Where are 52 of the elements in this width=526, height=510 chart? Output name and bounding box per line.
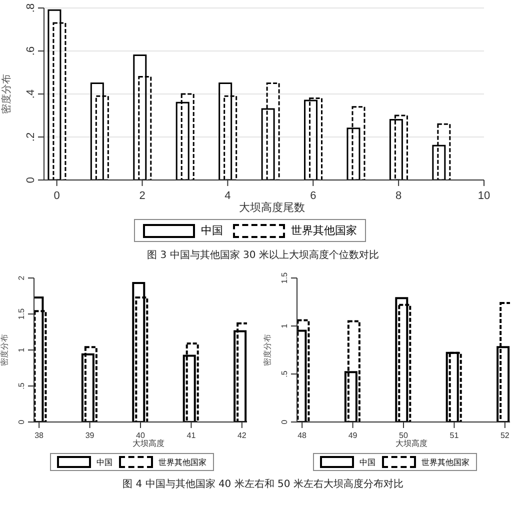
x-tick-label: 10 xyxy=(478,190,490,202)
bar xyxy=(347,320,360,422)
x-tick-label: 52 xyxy=(500,431,510,440)
x-axis-title: 大坝高度 xyxy=(132,439,164,448)
x-axis-title: 大坝高度 xyxy=(396,439,428,448)
bar xyxy=(446,352,459,422)
x-tick-label: 51 xyxy=(450,431,460,440)
y-tick-label: 0 xyxy=(280,419,289,424)
x-tick-label: 39 xyxy=(85,431,95,440)
caption: 图 4 中国与其他国家 40 米左右和 50 米左右大坝高度分布对比 xyxy=(122,478,404,491)
bar xyxy=(448,352,462,422)
legend-label: 中国 xyxy=(360,456,376,468)
x-tick-label: 8 xyxy=(396,190,402,202)
y-tick-label: 0 xyxy=(25,176,37,184)
y-tick-label: 1 xyxy=(280,323,289,328)
y-tick-label: 1.5 xyxy=(280,272,289,284)
y-axis-title: 密度分布 xyxy=(262,334,272,366)
bar xyxy=(395,297,408,422)
legend-label: 中国 xyxy=(201,224,223,238)
x-tick-label: 0 xyxy=(54,190,60,202)
x-tick-label: 40 xyxy=(136,431,146,440)
caption: 图 3 中国与其他国家 30 米以上大坝高度个位数对比 xyxy=(146,248,380,262)
y-tick-label: .4 xyxy=(25,89,37,99)
y-axis-title: 密度分布 xyxy=(0,334,9,366)
legend-label: 世界其他国家 xyxy=(158,456,206,468)
bar xyxy=(186,342,199,422)
x-tick-label: 2 xyxy=(139,190,146,202)
x-axis-title: 大坝高度尾数 xyxy=(239,202,305,214)
legend-label: 世界其他国家 xyxy=(422,456,470,468)
y-axis-title: 密度分布 xyxy=(0,74,13,114)
y-tick-label: .2 xyxy=(25,132,37,142)
legend-label: 世界其他国家 xyxy=(291,224,357,238)
y-tick-label: .5 xyxy=(17,382,26,390)
x-tick-label: 41 xyxy=(186,431,196,440)
x-tick-label: 42 xyxy=(237,431,247,440)
x-tick-label: 6 xyxy=(310,190,316,202)
bar xyxy=(297,319,310,422)
y-tick-label: .6 xyxy=(25,46,37,56)
y-tick-label: 0 xyxy=(17,419,26,424)
y-tick-label: 1.5 xyxy=(17,308,26,320)
bar xyxy=(132,282,146,422)
x-tick-label: 50 xyxy=(399,431,408,440)
bar xyxy=(84,346,98,422)
x-tick-label: 38 xyxy=(34,431,44,440)
x-tick-label: 48 xyxy=(298,431,308,440)
x-tick-label: 4 xyxy=(224,190,231,202)
legend-label: 中国 xyxy=(96,456,112,468)
x-tick-label: 49 xyxy=(348,431,358,440)
y-tick-label: .5 xyxy=(280,370,289,378)
y-tick-label: .8 xyxy=(25,3,37,13)
y-tick-label: 1 xyxy=(17,347,26,352)
y-tick-label: 2 xyxy=(17,275,26,280)
